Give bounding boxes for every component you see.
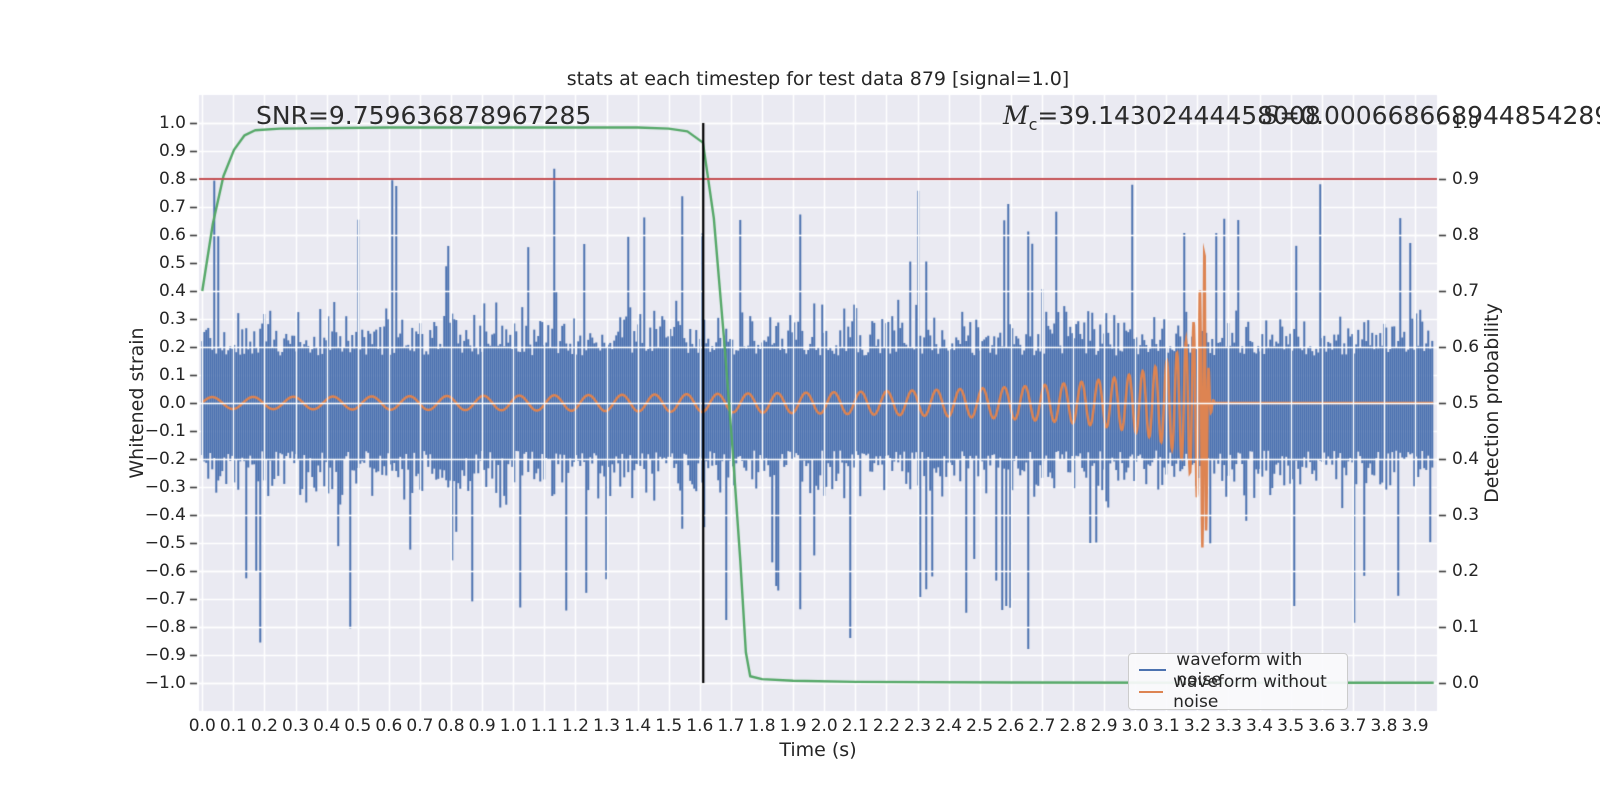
x-tick-label: 3.2 (1183, 716, 1211, 736)
y-left-tick-label: 0.8 (158, 169, 186, 189)
y-left-tick-label: −0.2 (144, 449, 186, 469)
y-right-tick-label: 0.1 (1452, 617, 1480, 637)
legend-item-noisy: waveform with noise (1139, 650, 1337, 690)
y-right-tick-label: 0.7 (1452, 281, 1480, 301)
x-tick-label: 2.0 (810, 716, 838, 736)
chirp-mass-value: =39.14302444458008 (1037, 101, 1321, 130)
x-tick-label: 1.2 (561, 716, 589, 736)
x-tick-label: 3.0 (1121, 716, 1149, 736)
x-tick-label: 1.0 (499, 716, 527, 736)
x-tick-label: 3.9 (1401, 716, 1429, 736)
y-left-tick-label: 0.2 (158, 337, 186, 357)
y-left-tick-label: 0.1 (158, 365, 186, 385)
x-tick-label: 3.5 (1277, 716, 1305, 736)
x-tick-label: 0.0 (188, 716, 216, 736)
x-tick-label: 0.9 (468, 716, 496, 736)
x-tick-label: 0.3 (282, 716, 310, 736)
x-tick-label: 1.1 (530, 716, 558, 736)
x-tick-label: 2.6 (997, 716, 1025, 736)
y-left-tick-label: 0.3 (158, 309, 186, 329)
y-left-tick-label: 0.4 (158, 281, 186, 301)
x-tick-label: 2.7 (1028, 716, 1056, 736)
legend-label-clean: waveform without noise (1173, 672, 1327, 712)
x-tick-label: 0.1 (219, 716, 247, 736)
x-tick-label: 0.4 (313, 716, 341, 736)
x-tick-label: 1.9 (779, 716, 807, 736)
y-left-tick-label: −0.4 (144, 505, 186, 525)
y-left-tick-label: 1.0 (158, 113, 186, 133)
x-tick-label: 0.7 (406, 716, 434, 736)
y-right-tick-label: 0.0 (1452, 673, 1480, 693)
y-left-tick-label: 0.7 (158, 197, 186, 217)
y-right-tick-label: 0.4 (1452, 449, 1480, 469)
y-right-tick-label: 0.6 (1452, 337, 1480, 357)
x-tick-label: 3.3 (1214, 716, 1243, 736)
x-tick-label: 1.7 (717, 716, 745, 736)
x-tick-label: 3.7 (1339, 716, 1367, 736)
x-tick-label: 0.8 (437, 716, 465, 736)
x-tick-label: 3.6 (1308, 716, 1336, 736)
x-tick-label: 3.8 (1370, 716, 1398, 736)
y-left-tick-label: −0.3 (144, 477, 186, 497)
y-left-tick-label: 0.0 (158, 393, 186, 413)
x-tick-label: 2.9 (1090, 716, 1118, 736)
x-tick-label: 1.3 (593, 716, 621, 736)
y-right-tick-label: 1.0 (1452, 113, 1480, 133)
x-tick-label: 0.5 (344, 716, 372, 736)
y-left-tick-label: −0.9 (144, 645, 186, 665)
y-right-tick-label: 0.5 (1452, 393, 1480, 413)
legend-item-clean: waveform without noise (1139, 672, 1337, 712)
annotation-snr: SNR=9.759636878967285 (256, 101, 592, 130)
legend-line-orange-icon (1139, 691, 1164, 693)
y-right-tick-label: 0.3 (1452, 505, 1480, 525)
x-tick-label: 1.6 (686, 716, 714, 736)
x-tick-label: 2.8 (1059, 716, 1087, 736)
x-tick-label: 1.5 (655, 716, 683, 736)
y-axis-label-right: Detection probability (1481, 303, 1503, 503)
y-right-tick-label: 0.8 (1452, 225, 1480, 245)
x-tick-label: 0.2 (250, 716, 278, 736)
y-right-tick-label: 0.9 (1452, 169, 1480, 189)
statistic-symbol: S (1262, 101, 1280, 130)
x-tick-label: 2.3 (903, 716, 932, 736)
y-left-tick-label: 0.5 (158, 253, 186, 273)
x-tick-label: 3.4 (1246, 716, 1274, 736)
annotation-chirp-mass: Mc=39.14302444458008 (1003, 101, 1321, 134)
x-tick-label: 2.4 (935, 716, 963, 736)
chart-title: stats at each timestep for test data 879… (566, 68, 1070, 90)
annotation-statistic: S=0.000668668944854289 (1262, 101, 1600, 130)
y-left-tick-label: −0.5 (144, 533, 186, 553)
statistic-value: =0.000668668944854289 (1279, 101, 1600, 130)
legend-label-noisy: waveform with noise (1176, 650, 1303, 690)
x-tick-label: 2.1 (841, 716, 869, 736)
legend: waveform with noise waveform without noi… (1128, 650, 1348, 712)
y-left-tick-label: −0.7 (144, 589, 186, 609)
x-tick-label: 3.1 (1152, 716, 1180, 736)
x-tick-label: 2.5 (966, 716, 994, 736)
y-left-tick-label: 0.6 (158, 225, 186, 245)
y-left-tick-label: −0.1 (144, 421, 186, 441)
y-left-tick-label: −0.8 (144, 617, 186, 637)
chirp-mass-subscript: c (1028, 115, 1038, 134)
y-left-tick-label: −0.6 (144, 561, 186, 581)
chirp-mass-symbol: M (1003, 101, 1029, 130)
x-tick-label: 2.2 (872, 716, 900, 736)
x-tick-label: 0.6 (375, 716, 403, 736)
x-tick-label: 1.8 (748, 716, 776, 736)
x-axis-label: Time (s) (779, 739, 857, 761)
y-left-tick-label: −1.0 (144, 673, 186, 693)
y-left-tick-label: 0.9 (158, 141, 186, 161)
y-right-tick-label: 0.2 (1452, 561, 1480, 581)
x-tick-label: 1.4 (624, 716, 652, 736)
legend-line-blue-icon (1139, 669, 1167, 671)
